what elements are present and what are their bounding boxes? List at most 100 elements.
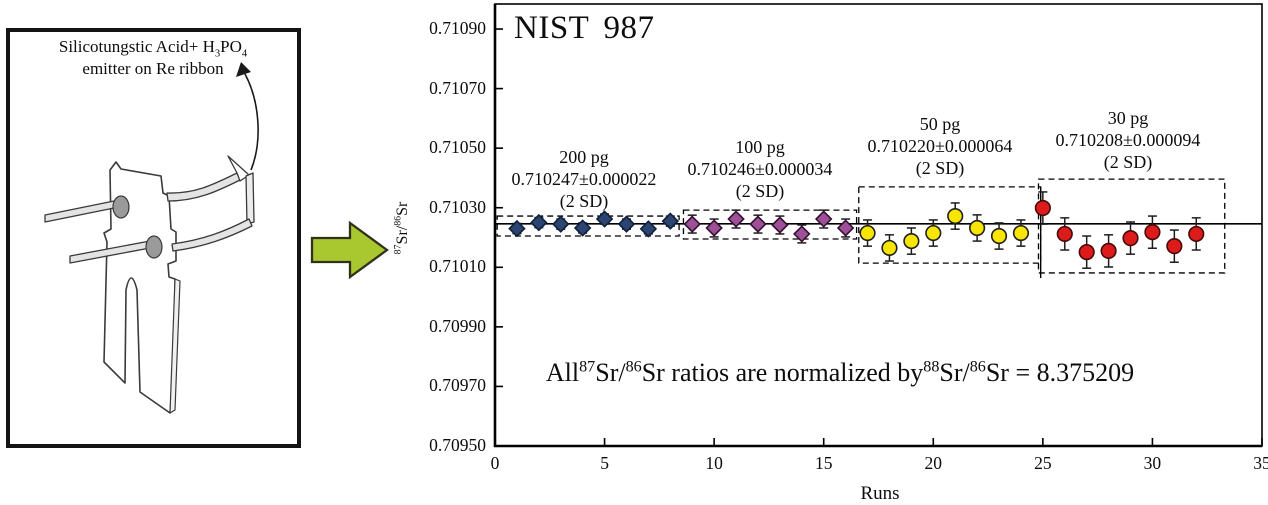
data-point [639,220,658,238]
group-sd-label: (2 SD) [735,181,785,201]
data-point [552,215,570,233]
re-ribbon-lower-arm [171,218,253,252]
circle-marker [1056,225,1073,243]
diagram-caption-line1: Silicotungstic Acid+ H3PO4 [58,37,248,60]
support-rod-upper [44,199,120,223]
mount-hole-upper [112,195,130,219]
circle-marker [990,227,1008,245]
filament-assembly-drawing [44,155,255,414]
data-point [727,209,745,229]
caption-pointer-arrow [236,62,259,171]
sd-box-30pg [1037,178,1226,274]
data-point [881,234,898,262]
y-tick-label: 0.71030 [429,196,486,217]
x-tick-label: 30 [1143,453,1162,473]
group-sd-label: (2 SD) [915,158,965,178]
diamond-marker [727,210,745,228]
group-annotation-30pg: 30 pg 0.710208±0.000094 (2 SD) [1040,107,1216,173]
diamond-marker [508,219,526,238]
flow-arrow-icon [310,220,389,280]
x-axis-label: Runs [860,483,900,504]
data-point [595,210,614,228]
diamond-marker [683,215,701,233]
circle-marker [1012,224,1030,242]
x-tick-label: 0 [490,453,500,473]
data-point [990,222,1008,250]
group-mean-label: 0.710208±0.000094 [1055,130,1201,150]
data-point [969,214,986,242]
y-tick-label: 0.71010 [429,256,486,277]
data-point [617,215,636,233]
circle-marker [1078,244,1095,261]
diamond-marker [749,215,767,233]
data-point [1078,235,1095,269]
circle-marker [859,224,876,242]
circle-marker [903,232,920,250]
sd-box-200pg [496,215,680,237]
group-annotation-50pg: 50 pg 0.710220±0.000064 (2 SD) [852,113,1028,179]
diamond-marker [793,225,811,243]
data-point [836,218,855,238]
group-amount-label: 100 pg [735,137,785,157]
x-tick-label: 10 [705,453,723,473]
series-100pg [683,209,855,244]
y-tick-label: 0.70950 [429,435,486,455]
circle-marker [1166,238,1183,255]
circle-marker [881,239,898,257]
group-mean-label: 0.710247±0.000022 [511,169,657,189]
normalization-note: All87Sr/86Sr ratios are normalized by88S… [545,358,1135,387]
y-tick-label: 0.71070 [429,77,486,98]
diamond-marker [595,210,614,228]
data-point [705,218,723,238]
data-point [925,219,942,247]
data-point [814,209,833,229]
circle-marker [925,224,942,242]
data-point [573,219,592,237]
data-point [771,215,789,235]
diamond-marker [814,210,833,228]
data-point [661,212,680,230]
diamond-marker [705,219,723,237]
data-point [1100,234,1117,268]
sd-box-50pg [858,186,1042,264]
circle-marker [1122,230,1139,247]
group-annotation-100pg: 100 pg 0.710246±0.000034 (2 SD) [672,136,848,202]
y-tick-label: 0.70990 [429,315,486,336]
series-200pg [508,210,680,238]
circle-marker [969,219,986,237]
group-sd-label: (2 SD) [559,191,609,211]
data-point [530,213,548,232]
data-point [793,224,811,244]
diamond-marker [530,213,548,232]
circle-marker [947,207,964,225]
mount-hole-lower [145,235,163,259]
circle-marker [1100,242,1117,260]
diagram-panel-border [6,28,301,448]
re-ribbon-right-band [245,172,255,225]
group-annotation-200pg: 200 pg 0.710247±0.000022 (2 SD) [498,146,670,212]
y-tick-label: 0.71050 [429,137,486,158]
re-ribbon-upper-arm [166,172,241,202]
x-tick-label: 20 [924,453,943,473]
diamond-marker [617,215,636,233]
x-tick-label: 15 [814,453,833,473]
data-point [1012,219,1030,247]
group-amount-label: 30 pg [1107,108,1149,128]
group-amount-label: 50 pg [919,114,961,134]
group-mean-label: 0.710220±0.000064 [867,136,1013,156]
circle-marker [1034,199,1051,217]
group-sd-label: (2 SD) [1103,152,1153,172]
group-amount-label: 200 pg [559,147,609,167]
diagram-caption-line2: emitter on Re ribbon [82,59,224,78]
y-axis-label: 87Sr/86Sr [392,201,411,255]
data-point [1188,217,1205,251]
data-point [508,219,526,238]
diagram-caption: Silicotungstic Acid+ H3PO4 emitter on Re… [14,36,292,80]
series-50pg [859,202,1030,262]
diamond-marker [836,219,855,237]
series-30pg [1034,191,1205,269]
x-tick-label: 5 [600,453,609,473]
data-point [903,227,920,255]
